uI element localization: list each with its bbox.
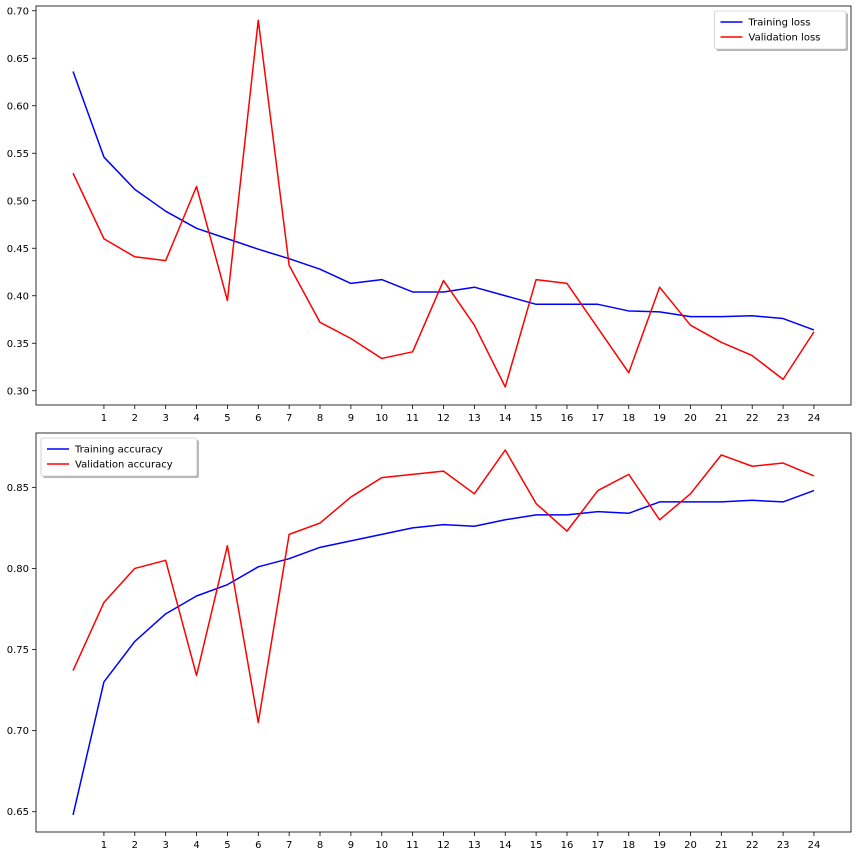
legend-label: Validation accuracy (75, 460, 173, 471)
y-tick-label: 0.85 (7, 483, 29, 494)
x-tick-label: 19 (653, 413, 666, 424)
y-tick-label: 0.70 (7, 6, 29, 17)
x-tick-label: 22 (746, 840, 759, 851)
x-tick-label: 20 (684, 413, 697, 424)
x-tick-label: 16 (561, 840, 574, 851)
x-tick-label: 19 (653, 840, 666, 851)
series-line-validation-loss (72, 19, 815, 388)
x-tick-label: 8 (317, 413, 323, 424)
y-tick-label: 0.40 (7, 291, 29, 302)
series-line-training-loss (72, 71, 815, 331)
x-tick-label: 23 (777, 840, 790, 851)
x-tick-label: 8 (317, 840, 323, 851)
legend: Training loss Validation loss (714, 10, 848, 51)
y-tick-label: 0.65 (7, 54, 29, 65)
y-tick-label: 0.80 (7, 564, 29, 575)
x-tick-label: 15 (530, 413, 543, 424)
x-tick-label: 13 (468, 840, 481, 851)
y-tick-label: 0.55 (7, 149, 29, 160)
y-tick-label: 0.45 (7, 244, 29, 255)
x-tick-label: 7 (286, 413, 292, 424)
legend-label: Training accuracy (74, 445, 163, 456)
x-tick-label: 24 (808, 840, 821, 851)
x-tick-label: 3 (162, 840, 168, 851)
x-tick-label: 11 (406, 413, 419, 424)
x-tick-label: 22 (746, 413, 759, 424)
legend-box (40, 437, 198, 477)
x-tick-label: 2 (132, 840, 138, 851)
x-tick-label: 4 (193, 413, 199, 424)
x-tick-label: 5 (224, 840, 230, 851)
y-tick-label: 0.60 (7, 101, 29, 112)
x-tick-label: 16 (561, 413, 574, 424)
x-tick-label: 7 (286, 840, 292, 851)
x-tick-label: 20 (684, 840, 697, 851)
x-tick-label: 11 (406, 840, 419, 851)
x-tick-label: 10 (375, 840, 388, 851)
x-tick-label: 13 (468, 413, 481, 424)
x-tick-label: 12 (437, 413, 450, 424)
y-tick-label: 0.30 (7, 386, 29, 397)
x-tick-label: 3 (162, 413, 168, 424)
x-tick-label: 17 (591, 413, 604, 424)
y-tick-label: 0.50 (7, 196, 29, 207)
x-tick-label: 14 (499, 413, 512, 424)
x-tick-label: 2 (132, 413, 138, 424)
x-tick-label: 14 (499, 840, 512, 851)
x-tick-label: 9 (348, 413, 354, 424)
x-tick-label: 1 (101, 413, 107, 424)
series-line-training-accuracy (72, 489, 815, 816)
accuracy-chart: 1 2 3 4 5 6 7 8 9 10 11 12 13 14 15 16 17 18 19 20 21 22 23 240… (7, 432, 852, 851)
legend-label: Validation loss (749, 33, 821, 44)
x-tick-label: 9 (348, 840, 354, 851)
x-tick-label: 21 (715, 840, 728, 851)
x-tick-label: 6 (255, 413, 261, 424)
loss-chart: 1 2 3 4 5 6 7 8 9 10 11 12 13 14 15 16 17 18 19 20 21 22 23 240… (7, 5, 852, 424)
series-line-validation-accuracy (72, 449, 815, 724)
y-tick-label: 0.75 (7, 645, 29, 656)
legend-label: Training loss (748, 18, 811, 29)
x-tick-label: 4 (193, 840, 199, 851)
x-tick-label: 18 (622, 413, 635, 424)
x-tick-label: 5 (224, 413, 230, 424)
y-tick-label: 0.70 (7, 726, 29, 737)
x-tick-label: 17 (591, 840, 604, 851)
x-tick-label: 18 (622, 840, 635, 851)
x-tick-label: 23 (777, 413, 790, 424)
legend: Training accuracy Validation accuracy (40, 437, 199, 478)
y-tick-label: 0.65 (7, 807, 29, 818)
x-tick-label: 24 (808, 413, 821, 424)
x-tick-label: 10 (375, 413, 388, 424)
x-tick-label: 1 (101, 840, 107, 851)
x-tick-label: 6 (255, 840, 261, 851)
x-tick-label: 21 (715, 413, 728, 424)
x-tick-label: 15 (530, 840, 543, 851)
y-tick-label: 0.35 (7, 339, 29, 350)
x-tick-label: 12 (437, 840, 450, 851)
legend-box (714, 10, 847, 50)
